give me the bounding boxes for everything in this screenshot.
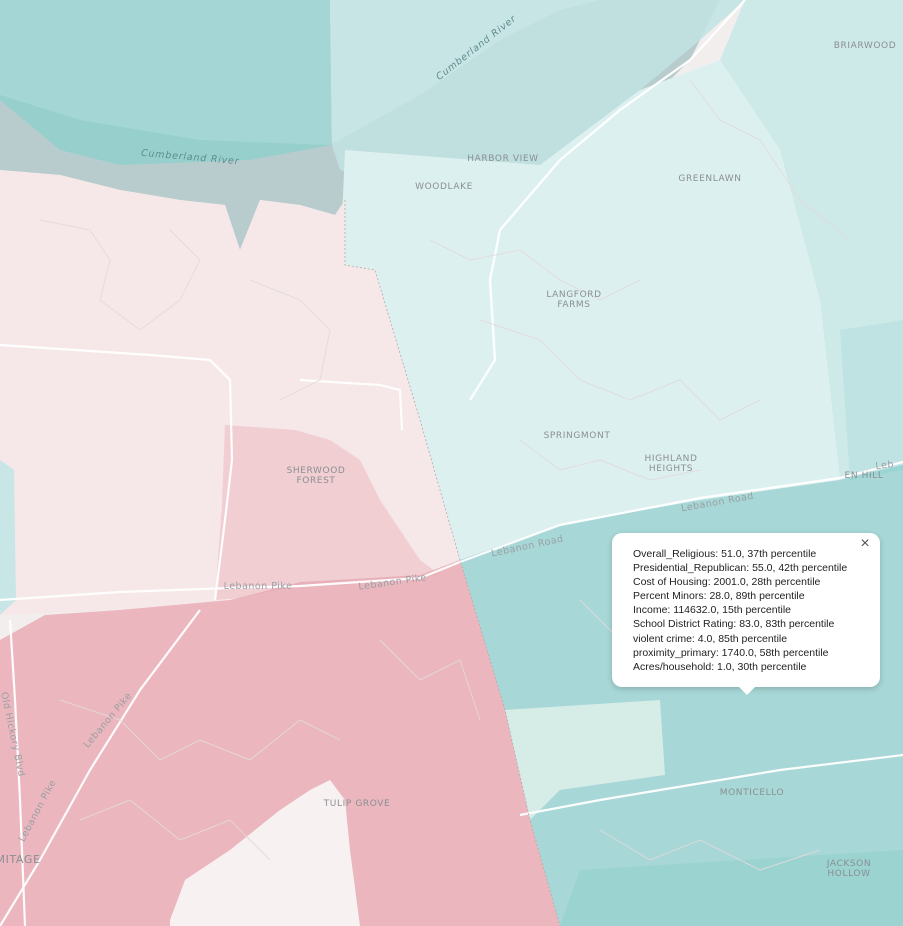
region-teal-east-edge[interactable] xyxy=(840,320,903,480)
place-label-line: HARBOR VIEW xyxy=(467,154,538,164)
street xyxy=(429,239,641,301)
info-popup[interactable]: × Overall_Religious: 51.0, 37th percenti… xyxy=(612,533,880,695)
place-label: MITAGE xyxy=(0,853,41,866)
popup-content: Overall_Religious: 51.0, 37th percentile… xyxy=(633,547,847,674)
place-label-line: BRIARWOOD xyxy=(834,41,897,51)
place-label-line: EN HILL xyxy=(845,471,884,481)
place-label: HIGHLAND HEIGHTS xyxy=(644,454,697,474)
place-label: SPRINGMONT xyxy=(544,431,611,441)
place-label-line: MITAGE xyxy=(0,853,41,866)
street xyxy=(599,829,821,871)
road-segment xyxy=(519,753,903,817)
place-label-line: HEIGHTS xyxy=(649,464,693,474)
place-label: WOODLAKE xyxy=(415,182,473,192)
region-pink-sherwood[interactable] xyxy=(215,425,440,600)
popup-line: Acres/household: 1.0, 30th percentile xyxy=(633,660,807,673)
region-teal-west-sliver[interactable] xyxy=(0,460,16,615)
place-labels: BRIARWOOD HARBOR VIEW WOODLAKE GREENLAWN LAN… xyxy=(0,41,896,879)
place-label: BRIARWOOD xyxy=(834,41,897,51)
lebanon-pike-line[interactable] xyxy=(0,609,201,926)
place-label-line: TULIP GROVE xyxy=(323,799,391,809)
place-label-line: FARMS xyxy=(557,300,590,310)
place-label: JACKSON HOLLOW xyxy=(826,859,871,879)
popup-line: Income: 114632.0, 15th percentile xyxy=(633,604,791,617)
lebanon-road-line[interactable] xyxy=(0,460,903,602)
street xyxy=(519,439,701,481)
place-label: TULIP GROVE xyxy=(323,799,391,809)
region-teal-southeast-strip[interactable] xyxy=(560,850,903,926)
region-pink-tulip-grove[interactable] xyxy=(170,780,360,926)
place-label-line: SHERWOOD xyxy=(287,466,346,476)
region-pink-south[interactable] xyxy=(0,560,560,926)
place-label: EN HILL xyxy=(845,471,884,481)
old-hickory-blvd-line[interactable] xyxy=(8,619,27,926)
place-label-line: SPRINGMONT xyxy=(544,431,611,441)
road-label: Lebanon Pike xyxy=(224,581,293,592)
popup-line: violent crime: 4.0, 85th percentile xyxy=(633,632,788,645)
district-boundary xyxy=(344,200,561,926)
place-label: HARBOR VIEW xyxy=(467,154,538,164)
popup-line: Overall_Religious: 51.0, 37th percentile xyxy=(633,548,817,560)
place-label: SHERWOOD FOREST xyxy=(287,466,346,486)
place-label-line: HOLLOW xyxy=(827,869,870,879)
place-label: LANGFORD FARMS xyxy=(546,290,601,310)
road-segment xyxy=(469,0,746,401)
street xyxy=(39,219,201,331)
place-label-line: MONTICELLO xyxy=(720,788,785,798)
place-label-line: WOODLAKE xyxy=(415,182,473,192)
street xyxy=(379,639,481,721)
region-teal-northwest[interactable] xyxy=(0,0,332,165)
popup-line: proximity_primary: 1740.0, 58th percenti… xyxy=(633,646,829,659)
region-teal-north[interactable] xyxy=(330,0,745,185)
popup-line: Presidential_Republican: 55.0, 42th perc… xyxy=(633,562,848,575)
road-segment xyxy=(0,343,234,601)
place-label: MONTICELLO xyxy=(720,788,785,798)
road-label: Leb xyxy=(875,459,895,472)
place-label-line: GREENLAWN xyxy=(678,174,741,184)
street xyxy=(79,799,271,861)
close-icon[interactable]: × xyxy=(860,535,870,552)
road-segment xyxy=(299,378,404,431)
region-mint-pocket[interactable] xyxy=(505,700,665,820)
place-label-line: HIGHLAND xyxy=(644,454,697,464)
street xyxy=(59,699,341,761)
place-label: GREENLAWN xyxy=(678,174,741,184)
region-teal-central[interactable] xyxy=(340,60,840,560)
popup-line: School District Rating: 83.0, 83th perce… xyxy=(633,618,835,631)
popup-line: Percent Minors: 28.0, 89th percentile xyxy=(633,590,805,603)
place-label-line: JACKSON xyxy=(826,859,871,869)
place-label-line: LANGFORD xyxy=(546,290,601,300)
street xyxy=(479,319,761,421)
place-label-line: FOREST xyxy=(296,476,335,486)
street xyxy=(689,79,851,241)
street xyxy=(249,279,331,401)
popup-line: Cost of Housing: 2001.0, 28th percentile xyxy=(633,576,821,589)
